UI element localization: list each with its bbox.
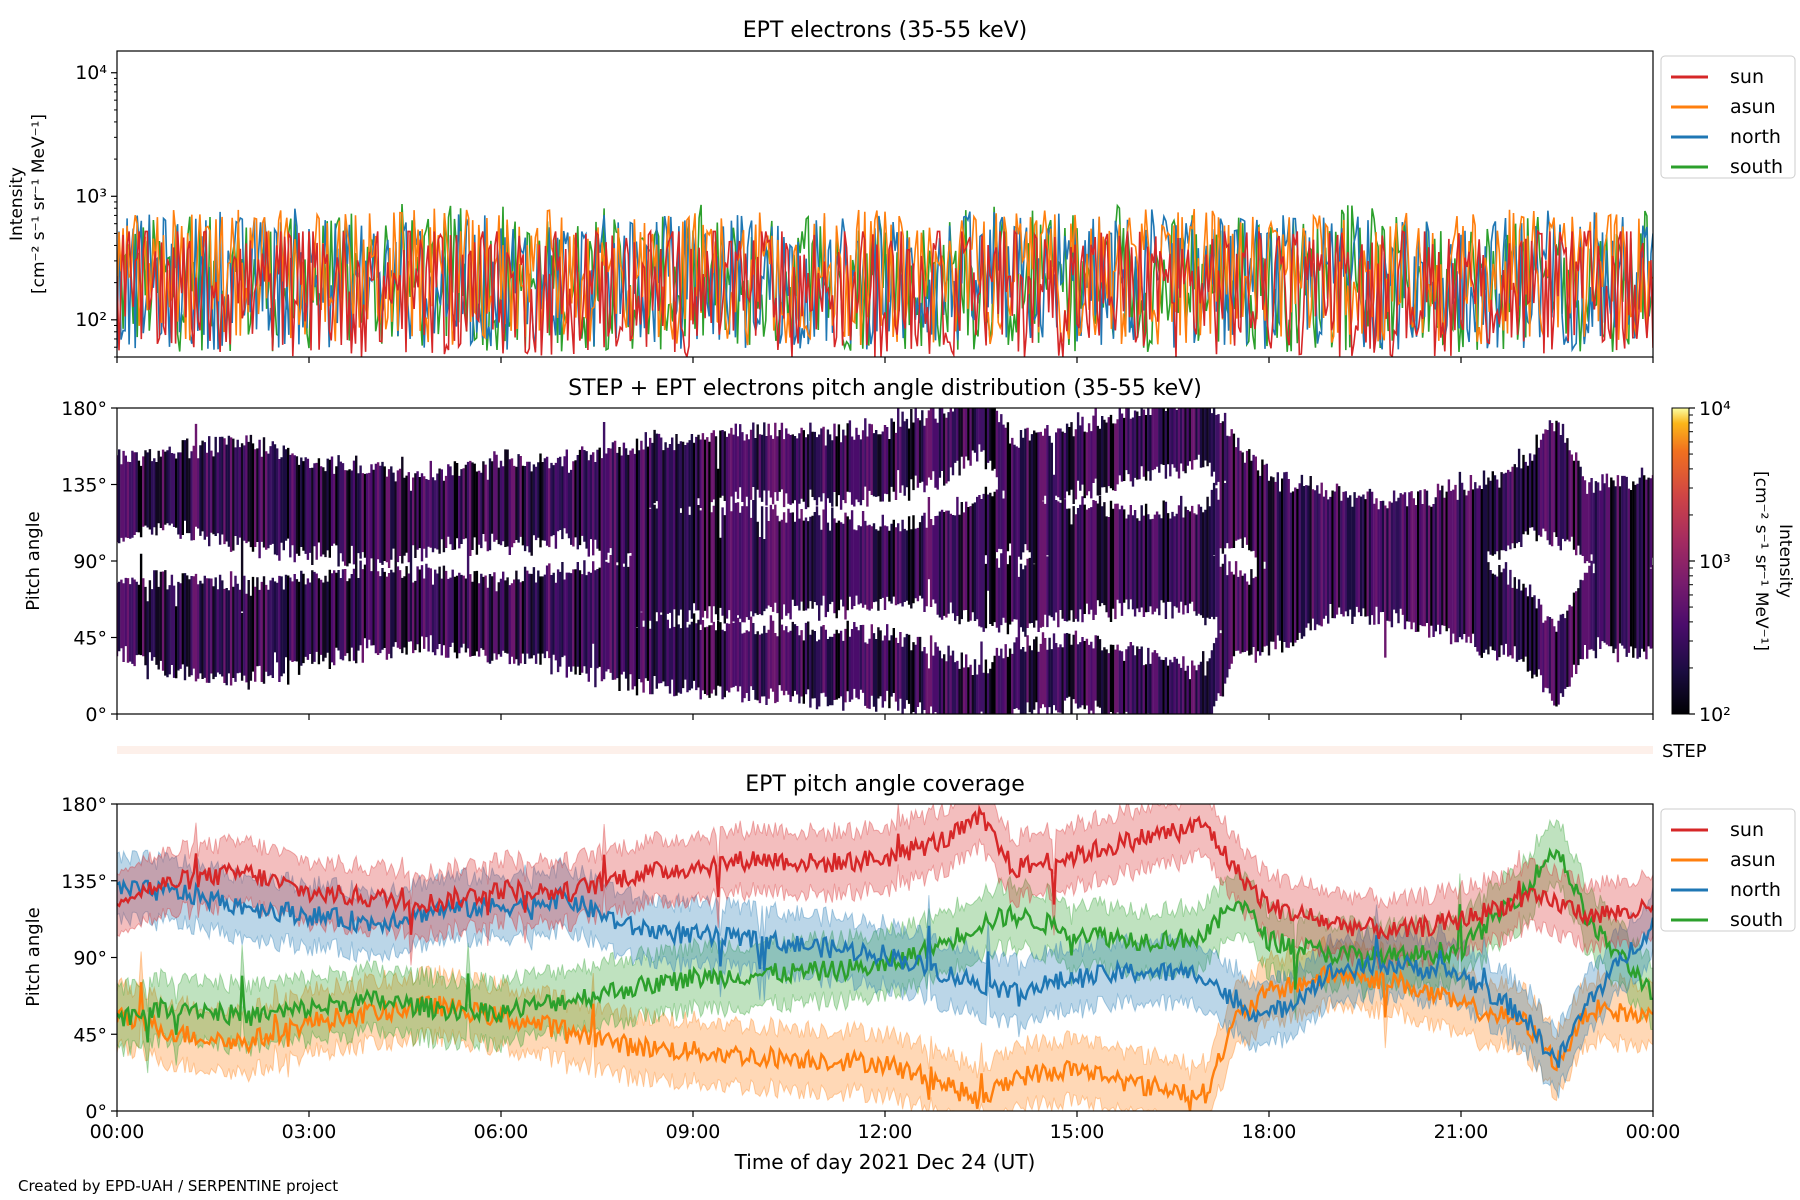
panel3-title: EPT pitch angle coverage — [745, 772, 1025, 797]
panel1-ylabel-line1: Intensity — [7, 167, 27, 241]
y-tick-label: 10³ — [75, 185, 107, 207]
panel1-legend: sun asun north south — [1660, 55, 1796, 179]
credit-text: Created by EPD-UAH / SERPENTINE project — [18, 1177, 339, 1195]
y-tick-label: 10² — [75, 309, 107, 331]
x-tick-label: 15:00 — [1050, 1121, 1105, 1143]
legend-label-asun: asun — [1730, 849, 1776, 871]
panel3-series-group — [117, 804, 1653, 1111]
panel2-y-axis: 0° 45° 90° 135° 180° — [61, 398, 117, 726]
y-tick-label: 180° — [61, 398, 107, 420]
panel3-legend: sun asun north south — [1660, 808, 1796, 932]
coverage-band-asun — [117, 935, 1653, 1111]
series-line-asun — [117, 208, 1653, 346]
x-tick-label: 00:00 — [1626, 1121, 1681, 1143]
panel3-y-axis: 0° 45° 90° 135° 180° — [61, 794, 117, 1123]
panel2-heatmap-group — [117, 408, 1653, 714]
x-tick-label: 12:00 — [858, 1121, 913, 1143]
x-tick-label: 18:00 — [1242, 1121, 1297, 1143]
coverage-line-asun — [117, 964, 1653, 1111]
y-tick-label: 135° — [61, 871, 107, 893]
y-tick-label: 180° — [61, 794, 107, 816]
coverage-line-south — [117, 847, 1653, 1043]
panel-intensity: EPT electrons (35-55 keV) 10² 10³ 10⁴ Inte… — [7, 18, 1796, 363]
colorbar — [1671, 407, 1690, 715]
x-tick-label: 00:00 — [90, 1121, 145, 1143]
panel3-x-axis: 00:00 03:00 06:00 09:00 12:00 15:00 18:00 21:00… — [90, 1111, 1681, 1143]
x-tick-label: 21:00 — [1434, 1121, 1489, 1143]
legend-label-sun: sun — [1730, 66, 1764, 88]
panel-step-strip: STEP — [117, 741, 1707, 762]
y-tick-label: 0° — [85, 1101, 107, 1123]
legend-label-asun: asun — [1730, 96, 1776, 118]
coverage-line-sun — [117, 804, 1653, 941]
x-tick-label: 03:00 — [282, 1121, 337, 1143]
colorbar-tick-label: 10⁴ — [1699, 398, 1731, 420]
colorbar-tick-label: 10² — [1699, 704, 1731, 726]
y-tick-label: 10⁴ — [75, 62, 107, 84]
coverage-line-north — [117, 878, 1653, 1068]
panel1-x-ticks — [116, 357, 1654, 363]
coverage-band-sun — [117, 804, 1653, 971]
panel2-ylabel: Pitch angle — [23, 511, 44, 610]
y-tick-label: 135° — [61, 475, 107, 497]
y-tick-label: 90° — [73, 551, 107, 573]
y-tick-label: 0° — [85, 704, 107, 726]
panel1-series-group — [117, 203, 1653, 357]
series-line-sun — [117, 228, 1653, 357]
step-label: STEP — [1662, 741, 1707, 762]
panel1-y-axis: 10² 10³ 10⁴ — [75, 62, 117, 358]
step-strip — [117, 746, 1653, 754]
colorbar-ticks: 10² 10³ 10⁴ — [1689, 398, 1731, 726]
legend-label-sun: sun — [1730, 819, 1764, 841]
y-tick-label: 45° — [73, 1024, 107, 1046]
colorbar-label-line2: [cm⁻² s⁻¹ sr⁻¹ MeV⁻¹] — [1751, 471, 1771, 651]
panel3-ylabel: Pitch angle — [23, 907, 44, 1006]
colorbar-label-line1: Intensity — [1775, 524, 1795, 598]
x-axis-label: Time of day 2021 Dec 24 (UT) — [734, 1150, 1036, 1174]
x-tick-label: 06:00 — [474, 1121, 529, 1143]
legend-box — [1660, 55, 1796, 179]
panel-pitch-angle-distribution: STEP + EPT electrons pitch angle distrib… — [23, 376, 1795, 726]
legend-box — [1660, 808, 1796, 932]
panel2-x-ticks — [116, 714, 1654, 720]
legend-label-south: south — [1730, 156, 1783, 178]
legend-label-north: north — [1730, 126, 1781, 148]
legend-label-south: south — [1730, 909, 1783, 931]
y-tick-label: 90° — [73, 948, 107, 970]
panel2-title: STEP + EPT electrons pitch angle distrib… — [568, 376, 1202, 401]
y-tick-label: 45° — [73, 628, 107, 650]
panel-pitch-angle-coverage: EPT pitch angle coverage 0° 45° 90° 135° 180… — [23, 772, 1796, 1174]
x-tick-label: 09:00 — [666, 1121, 721, 1143]
panel1-ylabel-line2: [cm⁻² s⁻¹ sr⁻¹ MeV⁻¹] — [29, 114, 49, 294]
legend-label-north: north — [1730, 879, 1781, 901]
colorbar-tick-label: 10³ — [1699, 551, 1731, 573]
panel1-title: EPT electrons (35-55 keV) — [743, 18, 1028, 43]
